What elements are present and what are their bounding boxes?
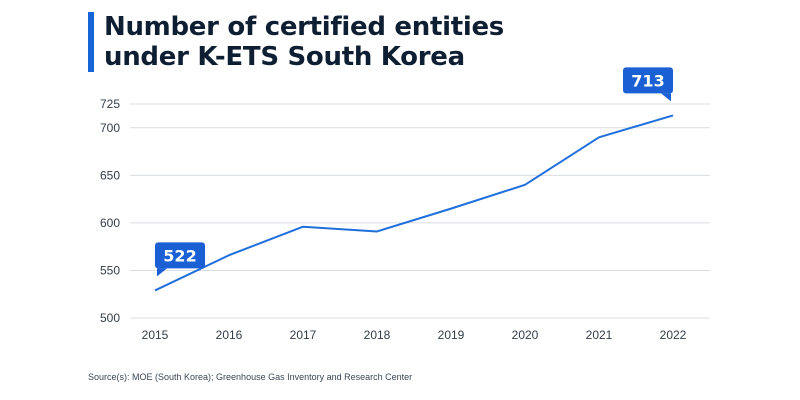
series-line (154, 114, 674, 292)
title-block: Number of certified entities under K-ETS… (88, 12, 544, 72)
callout-label: 713 (631, 71, 664, 90)
x-tick-label: 2020 (512, 328, 539, 342)
y-tick-label: 550 (100, 263, 120, 277)
chart-title: Number of certified entities under K-ETS… (104, 12, 504, 72)
y-tick-label: 600 (100, 216, 120, 230)
series (154, 114, 674, 292)
y-tick-label: 650 (100, 168, 120, 182)
title-accent-bar (88, 12, 94, 72)
x-tick-label: 2018 (364, 328, 391, 342)
x-tick-label: 2019 (438, 328, 465, 342)
x-tick-label: 2015 (142, 328, 169, 342)
x-tick-label: 2017 (290, 328, 317, 342)
callout-box (155, 242, 205, 269)
y-tick-label: 725 (100, 97, 120, 111)
x-axis-ticks: 2015 2016 2017 2018 2019 2020 2021 2022 (142, 328, 687, 342)
callouts: 522 713 (155, 67, 673, 277)
callout-label: 522 (163, 246, 196, 265)
value-callout: 713 (623, 67, 673, 102)
callout-box (623, 67, 673, 94)
y-tick-label: 500 (100, 311, 120, 325)
callout-tail (157, 268, 167, 277)
y-tick-label: 700 (100, 121, 120, 135)
x-tick-label: 2016 (216, 328, 243, 342)
source-note: Source(s): MOE (South Korea); Greenhouse… (88, 372, 413, 382)
value-callout: 522 (155, 242, 205, 277)
x-tick-label: 2021 (586, 328, 613, 342)
x-tick-label: 2022 (660, 328, 687, 342)
grid-lines (130, 103, 710, 319)
y-axis-ticks: 500 550 600 650 700 725 (100, 97, 120, 325)
callout-tail (661, 93, 671, 102)
